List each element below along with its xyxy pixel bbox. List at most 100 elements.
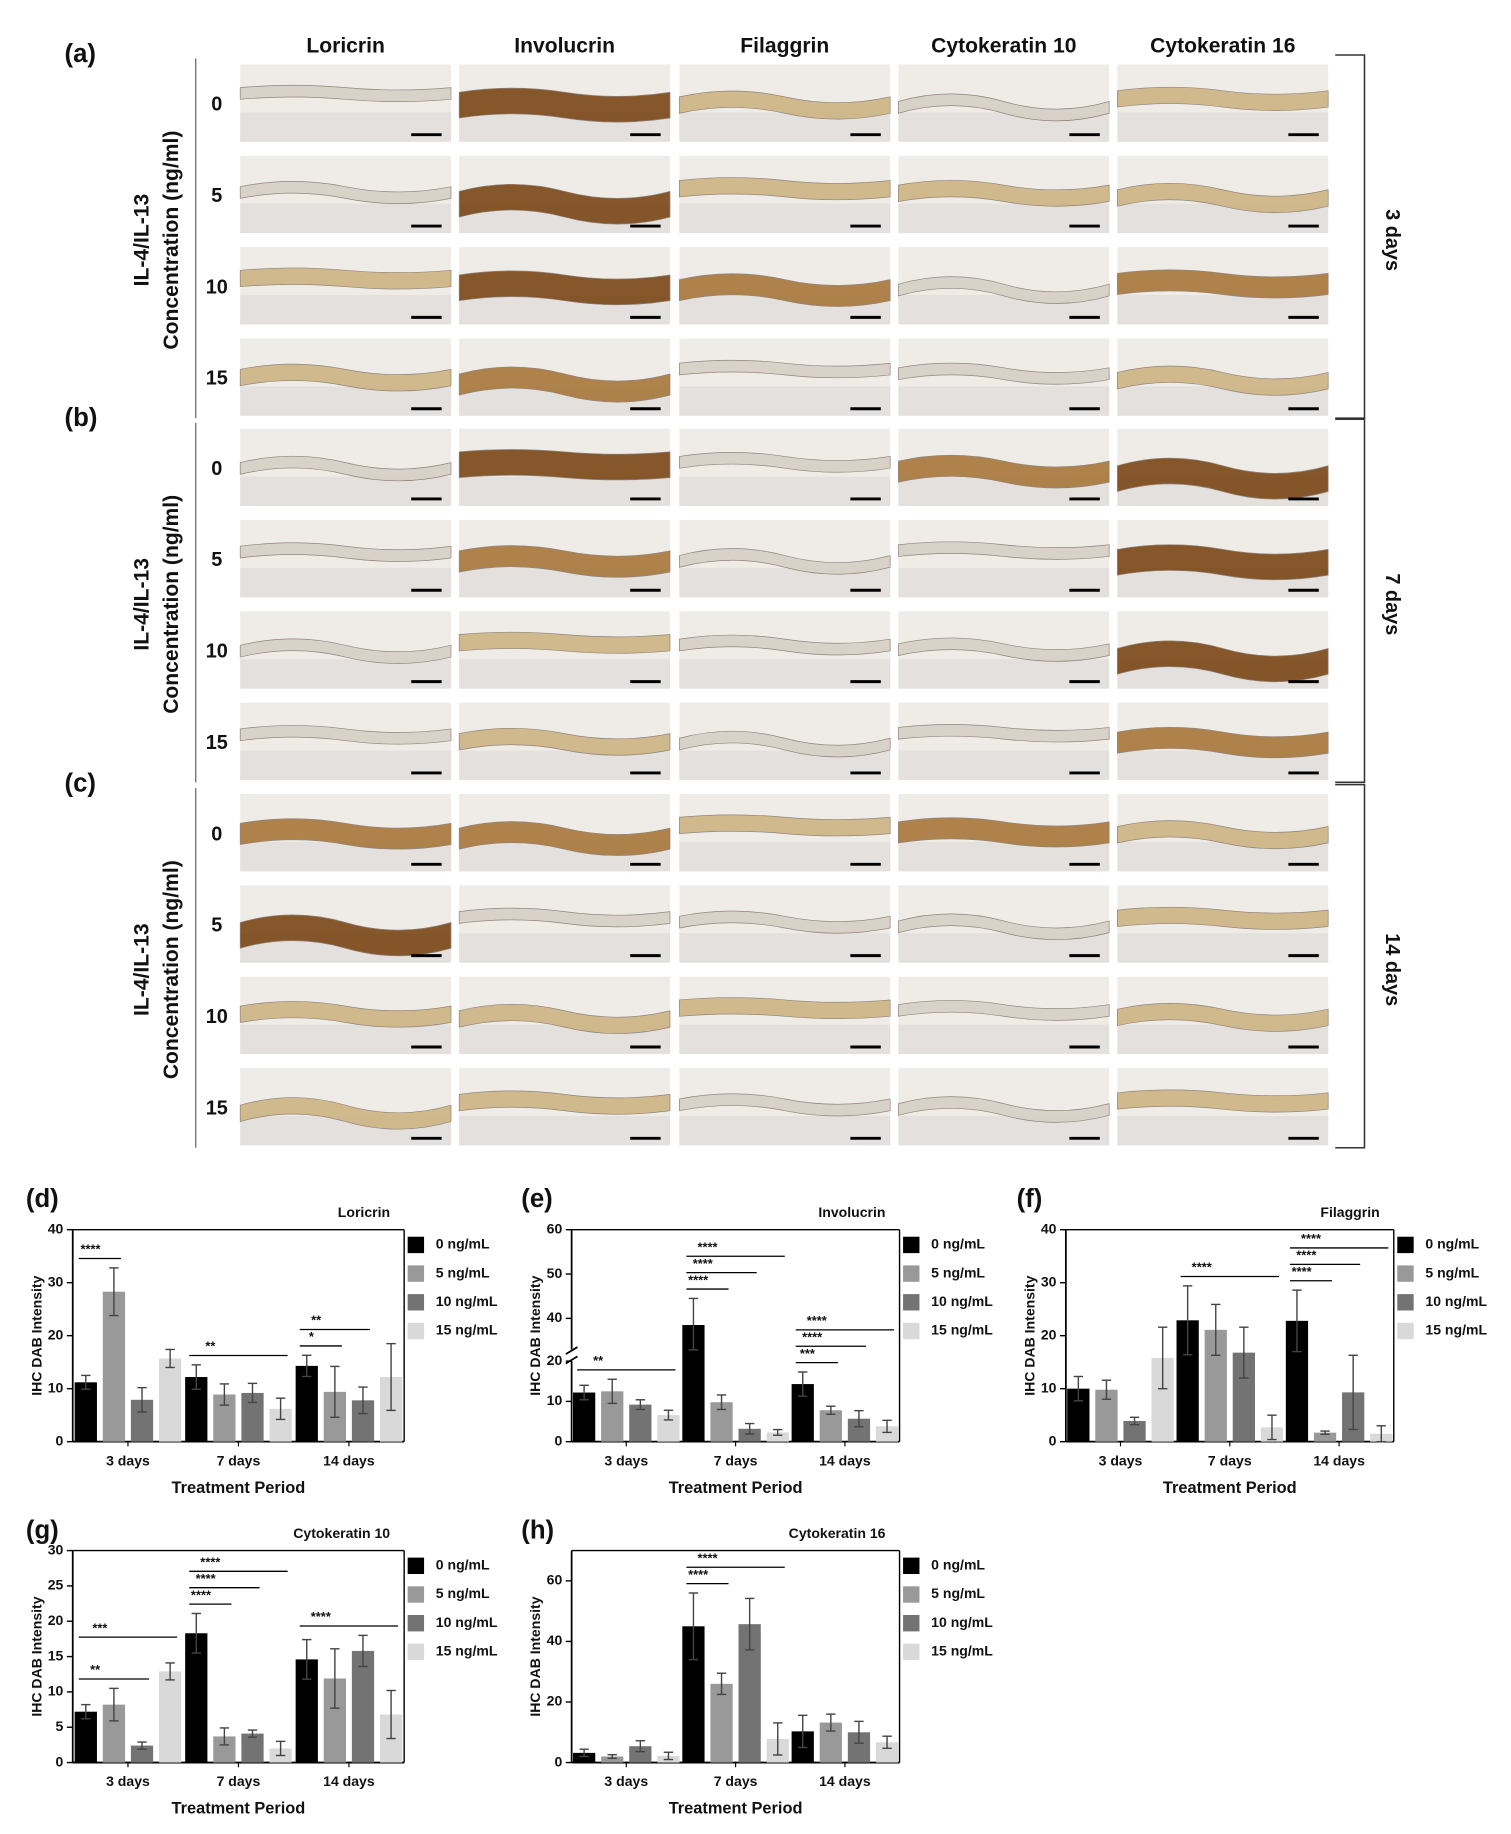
error-bar	[191, 1364, 201, 1390]
axis-break	[565, 1355, 578, 1365]
bar	[738, 1624, 761, 1763]
error-bar	[882, 1419, 892, 1434]
row-label: 10	[206, 276, 228, 298]
legend-label: 15 ng/mL	[1425, 1322, 1487, 1338]
bar	[629, 1404, 652, 1442]
legend-swatch	[407, 1557, 425, 1575]
micrograph-stroma	[459, 659, 671, 689]
legend-label: 5 ng/mL	[1425, 1264, 1479, 1280]
row-label: 15	[206, 1097, 228, 1119]
tissue	[1117, 269, 1329, 299]
error-bar	[744, 1422, 755, 1435]
significance-label: *	[309, 1329, 314, 1344]
significance-label: ****	[191, 1587, 211, 1602]
error-bar	[579, 1384, 589, 1401]
tissue	[458, 449, 671, 481]
y-tick-label: 40	[547, 1632, 563, 1648]
error-bar	[607, 1753, 617, 1760]
tissue	[239, 267, 452, 290]
error-bar	[773, 1722, 783, 1756]
panel-label: (c)	[65, 769, 96, 797]
legend-label: 0 ng/mL	[1425, 1236, 1479, 1252]
error-bar	[1376, 1425, 1386, 1443]
error-bar	[716, 1394, 727, 1411]
error-bar	[663, 1409, 674, 1421]
y-tick-label: 40	[48, 1220, 64, 1236]
bar	[875, 1742, 899, 1763]
y-axis-label: IHC DAB Intensity	[527, 1275, 543, 1395]
tissue	[898, 724, 1110, 743]
y-tick-label: 40	[1041, 1220, 1057, 1236]
y-axis-label: IHC DAB Intensity	[28, 1275, 44, 1395]
y-tick-label: 60	[547, 1220, 563, 1236]
x-axis-label: Treatment Period	[1163, 1479, 1297, 1497]
x-tick-label: 7 days	[714, 1773, 758, 1789]
legend-label: 5 ng/mL	[436, 1585, 490, 1601]
x-axis-label: Treatment Period	[172, 1800, 306, 1818]
legend-label: 5 ng/mL	[436, 1264, 490, 1280]
significance-label: ***	[800, 1346, 815, 1361]
micrograph-stroma	[1117, 112, 1329, 142]
tissue	[679, 452, 891, 473]
error-bar	[191, 1612, 201, 1654]
micrograph-stroma	[679, 386, 891, 416]
row-label: 5	[211, 915, 222, 937]
micrograph-stroma	[240, 659, 452, 689]
x-tick-label: 14 days	[1313, 1452, 1365, 1468]
error-bar	[358, 1634, 368, 1668]
tissue	[679, 634, 891, 656]
error-bar	[1101, 1379, 1112, 1400]
tissue	[458, 87, 671, 123]
error-bar	[579, 1748, 589, 1758]
error-bar	[386, 1342, 396, 1412]
y-tick-label: 0	[56, 1432, 64, 1448]
significance-label: ****	[807, 1313, 827, 1328]
micrograph-stroma	[898, 203, 1110, 234]
error-bar	[854, 1409, 864, 1428]
tissue	[1117, 820, 1329, 850]
micrograph-stroma	[679, 933, 891, 963]
bar	[130, 1745, 154, 1763]
y-tick-label: 20	[547, 1693, 563, 1709]
time-bracket	[1335, 783, 1366, 1149]
tissue	[1117, 1003, 1329, 1032]
bar	[629, 1746, 652, 1763]
micrograph-stroma	[459, 933, 671, 963]
error-bar	[826, 1405, 836, 1415]
bar	[295, 1659, 318, 1763]
bar	[738, 1428, 761, 1442]
micrograph-stroma	[679, 1115, 891, 1146]
y-label: Concentration (ng/ml)	[160, 860, 183, 1079]
bar	[682, 1325, 705, 1442]
error-bar	[219, 1383, 230, 1406]
significance-label: ****	[200, 1555, 220, 1570]
legend-swatch	[903, 1322, 920, 1340]
error-bar	[330, 1365, 340, 1418]
panel-label: (f)	[1017, 1185, 1043, 1213]
bar	[241, 1733, 264, 1763]
row-label: 15	[206, 368, 228, 390]
error-bar	[744, 1597, 755, 1651]
y-label: IL-4/IL-13	[131, 558, 154, 651]
bar	[601, 1756, 624, 1763]
tissue	[239, 542, 452, 562]
legend-swatch	[903, 1614, 920, 1632]
bar	[269, 1408, 292, 1442]
tissue	[679, 1093, 891, 1117]
tissue	[1117, 544, 1329, 581]
bar	[102, 1291, 126, 1442]
bar	[710, 1402, 733, 1442]
x-tick-label: 14 days	[819, 1452, 871, 1468]
legend-swatch	[1397, 1322, 1414, 1340]
tissue	[898, 913, 1110, 940]
micrograph-stroma	[1117, 933, 1329, 963]
bar	[1067, 1388, 1090, 1442]
error-bar	[1292, 1289, 1302, 1353]
tissue	[679, 90, 891, 120]
chart-title: Cytokeratin 10	[293, 1525, 390, 1541]
tissue	[458, 907, 671, 928]
y-tick-label: 0	[554, 1432, 562, 1448]
significance-label: ****	[196, 1571, 216, 1586]
error-bar	[302, 1354, 312, 1378]
y-label: IL-4/IL-13	[131, 923, 154, 1016]
